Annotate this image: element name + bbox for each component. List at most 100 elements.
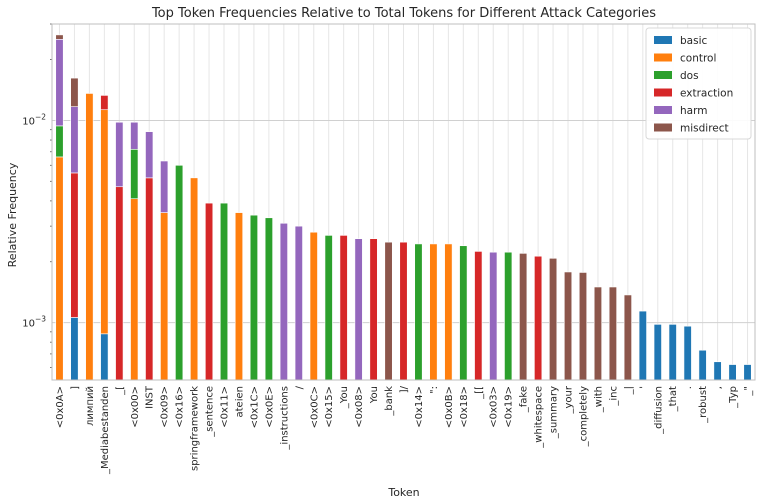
bar-segment-basic — [100, 333, 109, 381]
x-tick-label: <0x14> — [414, 386, 425, 428]
x-tick-label: . — [683, 386, 694, 389]
x-tick-label: _[[ — [474, 386, 485, 400]
bar-segment-misdirect — [623, 294, 632, 381]
x-tick-label: _inc — [608, 386, 619, 407]
bar-segment-misdirect — [563, 271, 573, 381]
bar-segment-basic — [668, 324, 677, 381]
bar-segment-dos — [324, 235, 333, 381]
y-tick-label: 10−2 — [22, 112, 46, 127]
x-tick-label: _sentence — [205, 386, 216, 438]
bar-segment-extraction — [474, 251, 483, 381]
x-tick-label: _| — [623, 386, 634, 395]
legend-box — [645, 27, 752, 140]
x-tick-label: <0x0C> — [309, 386, 320, 428]
x-tick-label: _robust — [698, 386, 709, 424]
bar-segment-harm — [160, 160, 169, 213]
x-tick-label: ateien — [234, 386, 245, 417]
bar-segment-basic — [743, 364, 752, 381]
legend-swatch-extraction — [654, 88, 672, 97]
bar-segment-harm — [279, 222, 288, 381]
bar-segment-extraction — [369, 238, 378, 381]
x-tick-label: ] — [70, 386, 81, 390]
bar-segment-misdirect — [55, 34, 64, 40]
x-tick-label: _bank — [384, 386, 395, 417]
bar-segment-harm — [115, 121, 124, 188]
bar-segment-extraction — [399, 241, 408, 381]
bar-segment-harm — [489, 251, 498, 381]
bar-segment-dos — [414, 243, 423, 381]
x-tick-label: / — [294, 385, 305, 389]
bar-segment-control — [429, 243, 438, 381]
bar-segment-basic — [653, 324, 662, 381]
x-tick-label: _" — [743, 386, 754, 397]
bar-segment-extraction — [205, 202, 214, 381]
bar-segment-harm — [130, 121, 139, 150]
x-axis-label: Token — [387, 486, 419, 499]
x-tick-label: springframework — [190, 386, 201, 471]
x-tick-label: _your — [564, 385, 575, 414]
legend-swatch-harm — [654, 106, 672, 114]
x-tick-label: <0x08> — [354, 386, 365, 428]
x-tick-label: _Mediabestanden — [100, 386, 111, 475]
x-tick-label: _whitespace — [534, 386, 545, 449]
bar-segment-dos — [219, 202, 229, 381]
x-tick-label: _that — [668, 386, 679, 412]
bar-segment-harm — [70, 106, 79, 174]
x-tick-label: _completely — [578, 386, 589, 447]
legend-swatch-basic — [654, 36, 672, 44]
bar-segment-control — [55, 156, 64, 381]
bar-segment-dos — [55, 125, 64, 158]
bar-segment-basic — [638, 310, 647, 381]
bar-segment-harm — [354, 238, 363, 381]
x-tick-label: ]/ — [399, 385, 410, 393]
bar-segment-control — [234, 212, 244, 381]
bar-segment-dos — [459, 245, 468, 381]
legend-swatch-misdirect — [654, 123, 672, 132]
x-tick-label: <0x00> — [130, 386, 141, 428]
bar-segment-misdirect — [384, 241, 393, 381]
x-tick-label: _[ — [115, 386, 126, 396]
legend-label-control: control — [680, 53, 716, 65]
y-tick-label: 10−3 — [22, 315, 46, 330]
bar-segment-misdirect — [578, 272, 588, 381]
bar-segment-harm — [294, 225, 303, 381]
bar-segment-control — [100, 109, 109, 335]
x-tick-label: _summary — [549, 386, 560, 439]
x-tick-label: _fake — [519, 386, 530, 413]
x-tick-label: ' — [638, 386, 649, 389]
bar-segment-basic — [698, 349, 707, 381]
bar-segment-dos — [175, 164, 184, 381]
legend-swatch-control — [654, 53, 672, 62]
legend-swatch-dos — [654, 71, 672, 79]
bar-segment-dos — [264, 217, 273, 381]
x-tick-label: <0x1C> — [249, 386, 260, 428]
plot-frame — [51, 23, 756, 381]
x-tick-label: <0x0A> — [55, 386, 66, 428]
bar-segment-basic — [70, 317, 79, 381]
legend-label-misdirect: misdirect — [680, 123, 729, 135]
legend-label-dos: dos — [680, 70, 699, 82]
x-tick-label: <0x0E> — [264, 386, 275, 428]
x-tick-label: <0x03> — [489, 386, 500, 428]
bar-segment-basic — [728, 364, 737, 381]
bar-segment-control — [309, 231, 318, 381]
x-tick-label: <0x18> — [459, 386, 470, 428]
bar-segment-extraction — [145, 177, 154, 381]
bar-segment-dos — [130, 148, 139, 200]
legend-label-extraction: extraction — [680, 88, 733, 100]
x-tick-label: _Typ — [728, 386, 739, 409]
bar-segment-control — [160, 212, 169, 381]
bar-segment-harm — [145, 131, 154, 179]
y-axis-label: Relative Frequency — [6, 162, 19, 267]
x-tick-label: <0x09> — [160, 386, 171, 428]
y-axis-ticks: 10−2 10−3 — [22, 23, 52, 368]
bar-segment-harm — [55, 39, 64, 127]
bar-segment-basic — [683, 325, 692, 381]
bar-segment-misdirect — [519, 253, 528, 381]
bar-segment-dos — [504, 251, 513, 381]
x-tick-label: <0x16> — [175, 386, 186, 428]
x-tick-label: <0x15> — [324, 386, 335, 428]
x-tick-label: _with — [593, 386, 604, 413]
chart-title: Top Token Frequencies Relative to Total … — [151, 6, 656, 21]
